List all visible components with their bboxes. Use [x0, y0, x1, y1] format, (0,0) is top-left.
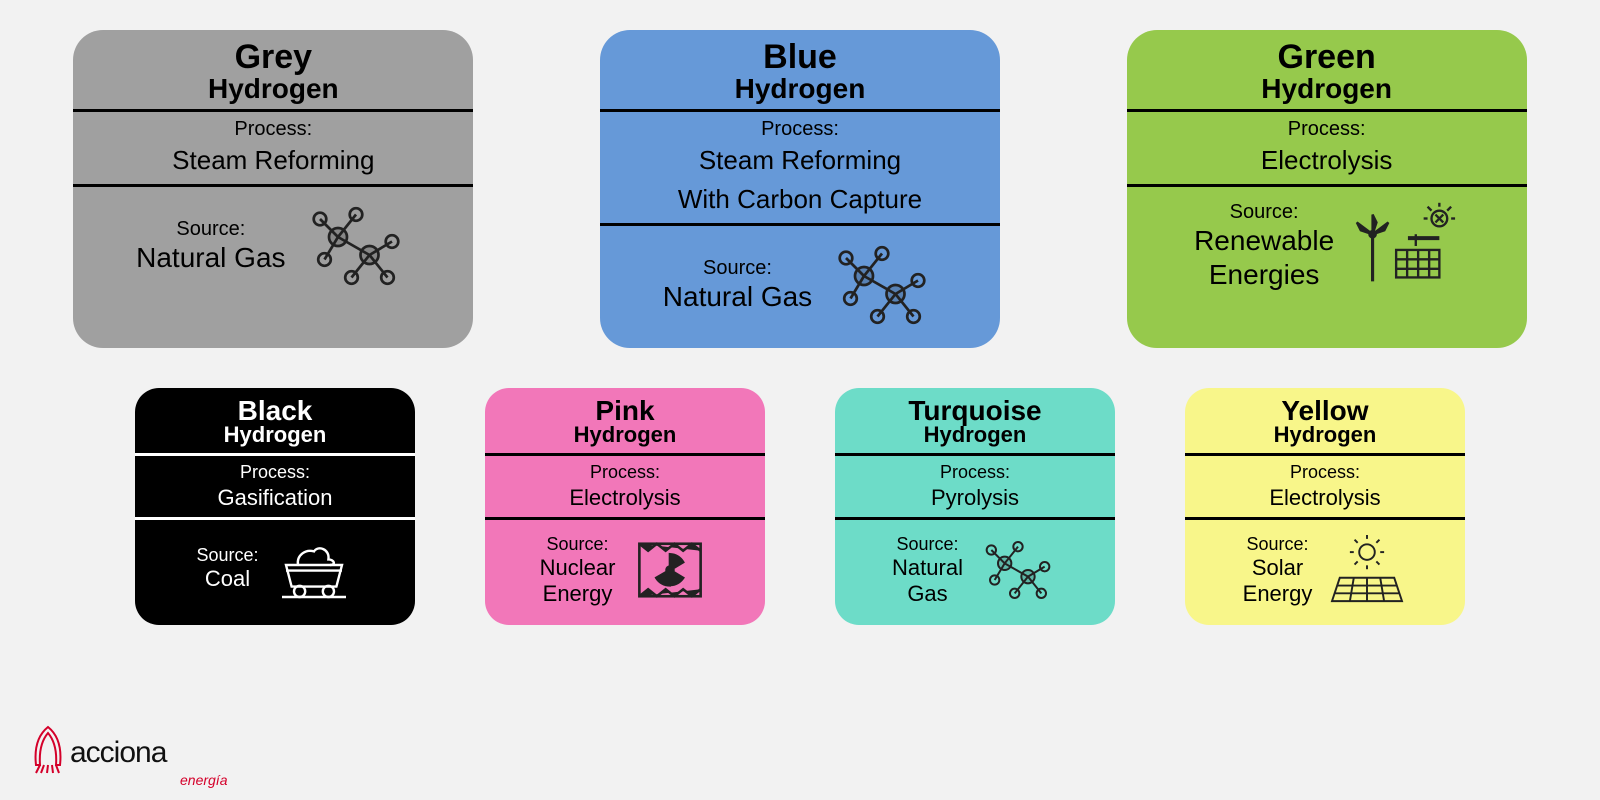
- process-value: Steam Reforming: [73, 145, 473, 176]
- card-title-color: Black: [135, 396, 415, 425]
- hydrogen-card-black: Black Hydrogen Process: Gasification Sou…: [135, 388, 415, 625]
- renewables-icon: [1349, 201, 1459, 291]
- source-value: Coal: [205, 566, 250, 592]
- process-label: Process:: [485, 462, 765, 483]
- source-value: Natural Gas: [663, 280, 812, 314]
- card-title-sub: Hydrogen: [1127, 74, 1527, 103]
- source-label: Source:: [896, 534, 958, 555]
- card-title-color: Pink: [485, 396, 765, 425]
- process-value: Electrolysis: [485, 485, 765, 511]
- process-value: Electrolysis: [1185, 485, 1465, 511]
- card-title-sub: Hydrogen: [135, 423, 415, 446]
- source-label: Source:: [546, 534, 608, 555]
- process-label: Process:: [135, 462, 415, 483]
- source-value: Renewable: [1194, 224, 1334, 258]
- hydrogen-card-green: Green Hydrogen Process: Electrolysis Sou…: [1127, 30, 1527, 348]
- divider: [73, 109, 473, 112]
- card-title-color: Grey: [73, 40, 473, 76]
- divider: [1185, 453, 1465, 456]
- card-title-sub: Hydrogen: [835, 423, 1115, 446]
- process-label: Process:: [835, 462, 1115, 483]
- source-value: Solar: [1252, 555, 1303, 581]
- divider: [135, 453, 415, 456]
- divider: [600, 223, 1000, 226]
- card-title-color: Yellow: [1185, 396, 1465, 425]
- source-value-2: Energy: [543, 581, 613, 607]
- divider: [1127, 109, 1527, 112]
- molecule-icon: [978, 535, 1058, 605]
- divider: [73, 184, 473, 187]
- hydrogen-card-grey: Grey Hydrogen Process: Steam Reforming S…: [73, 30, 473, 348]
- hydrogen-card-pink: Pink Hydrogen Process: Electrolysis Sour…: [485, 388, 765, 625]
- leaf-icon: [30, 725, 66, 775]
- hydrogen-card-yellow: Yellow Hydrogen Process: Electrolysis So…: [1185, 388, 1465, 625]
- process-value-2: With Carbon Capture: [600, 184, 1000, 215]
- nuclear-icon: [630, 535, 710, 605]
- source-label: Source:: [1246, 534, 1308, 555]
- divider: [600, 109, 1000, 112]
- process-label: Process:: [1127, 118, 1527, 141]
- card-title-color: Blue: [600, 40, 1000, 76]
- card-title-sub: Hydrogen: [73, 74, 473, 103]
- source-value-2: Energy: [1243, 581, 1313, 607]
- source-value: Natural Gas: [136, 241, 285, 275]
- divider: [485, 453, 765, 456]
- source-label: Source:: [196, 545, 258, 566]
- source-label: Source:: [176, 218, 245, 241]
- molecule-icon: [827, 240, 937, 330]
- process-value: Steam Reforming: [600, 145, 1000, 176]
- divider: [835, 517, 1115, 520]
- divider: [1127, 184, 1527, 187]
- coal-cart-icon: [274, 534, 354, 604]
- card-title-color: Green: [1127, 40, 1527, 76]
- card-title-sub: Hydrogen: [1185, 423, 1465, 446]
- process-label: Process:: [1185, 462, 1465, 483]
- source-label: Source:: [703, 257, 772, 280]
- source-value: Natural: [892, 555, 963, 581]
- process-value: Electrolysis: [1127, 145, 1527, 176]
- divider: [485, 517, 765, 520]
- molecule-icon: [301, 201, 411, 291]
- card-title-sub: Hydrogen: [600, 74, 1000, 103]
- source-label: Source:: [1230, 201, 1299, 224]
- process-label: Process:: [600, 118, 1000, 141]
- brand-logo: acciona: [30, 725, 166, 780]
- source-value-2: Energies: [1209, 258, 1320, 292]
- brand-name: acciona: [70, 736, 166, 770]
- divider: [135, 517, 415, 520]
- brand-sub: energía: [180, 772, 227, 788]
- source-value: Nuclear: [540, 555, 616, 581]
- hydrogen-card-turquoise: Turquoise Hydrogen Process: Pyrolysis So…: [835, 388, 1115, 625]
- process-label: Process:: [73, 118, 473, 141]
- card-title-color: Turquoise: [835, 396, 1115, 425]
- hydrogen-card-blue: Blue Hydrogen Process: Steam Reforming W…: [600, 30, 1000, 348]
- source-value-2: Gas: [907, 581, 947, 607]
- divider: [1185, 517, 1465, 520]
- process-value: Pyrolysis: [835, 485, 1115, 511]
- process-value: Gasification: [135, 485, 415, 511]
- solar-icon: [1327, 535, 1407, 605]
- divider: [835, 453, 1115, 456]
- card-title-sub: Hydrogen: [485, 423, 765, 446]
